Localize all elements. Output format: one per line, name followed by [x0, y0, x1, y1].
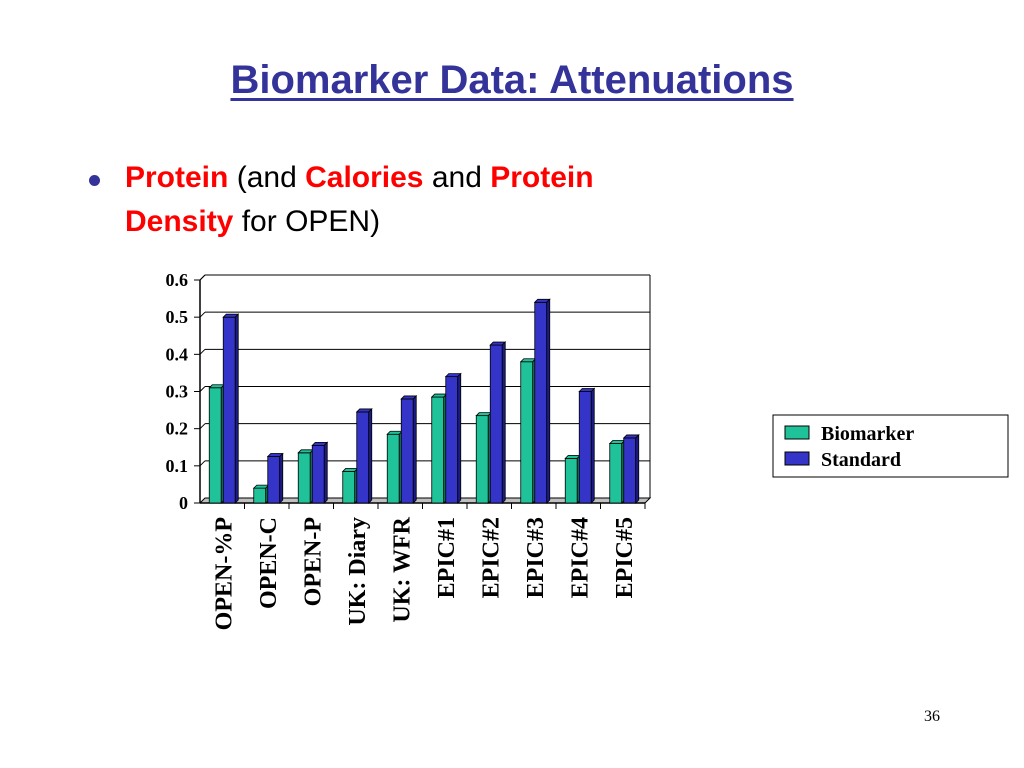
bar-side-standard	[412, 394, 417, 504]
bar-standard	[623, 437, 637, 504]
bar-standard	[400, 398, 414, 504]
bullet-word-protein-2: Protein	[490, 161, 594, 194]
y-tick-label: 0.4	[166, 344, 189, 364]
bar-standard	[222, 316, 236, 504]
x-category-label: OPEN-%P	[211, 517, 237, 630]
bar-standard	[445, 376, 459, 504]
bar-side-standard	[590, 387, 595, 504]
legend-box	[772, 414, 1009, 478]
bar-standard	[267, 456, 281, 504]
bullet-word-and-2: and	[431, 161, 482, 194]
gridline-side	[199, 311, 206, 318]
legend-swatch-standard	[784, 451, 810, 466]
bullet-word-protein: Protein	[125, 161, 229, 194]
bar-side-standard	[234, 313, 239, 504]
bar-biomarker	[609, 443, 623, 504]
y-tick-label: 0.1	[166, 456, 189, 476]
bar-standard	[356, 411, 370, 504]
gridline-side	[199, 386, 206, 392]
x-category-label: EPIC#5	[612, 517, 638, 598]
bullet-word-for-open: for OPEN)	[241, 205, 381, 238]
y-tick-label: 0.5	[166, 307, 189, 327]
page-number: 36	[924, 708, 940, 725]
bar-biomarker	[253, 487, 267, 504]
bar-side-standard	[323, 441, 328, 504]
bar-standard	[489, 344, 503, 504]
legend-label-standard: Standard	[821, 449, 901, 471]
x-category-label: UK: Diary	[345, 517, 371, 626]
bar-biomarker	[520, 361, 534, 504]
gridline-side	[199, 274, 206, 281]
bar-biomarker	[342, 471, 356, 504]
x-category-label: OPEN-P	[300, 517, 326, 606]
y-tick-label: 0	[179, 493, 188, 513]
gridline-side	[199, 348, 206, 355]
x-category-label: UK: WFR	[389, 516, 415, 622]
bar-standard	[311, 444, 325, 504]
legend-swatch-biomarker	[784, 425, 810, 440]
x-category-label: EPIC#3	[523, 517, 549, 598]
bar-biomarker	[475, 415, 489, 504]
bar-biomarker	[208, 387, 222, 504]
bar-biomarker	[431, 396, 445, 504]
bar-side-standard	[501, 341, 506, 504]
bullet-text: Protein (and Calories and Protein Densit…	[125, 156, 805, 244]
bullet-word-and: (and	[236, 161, 297, 194]
y-tick-label: 0.2	[166, 419, 189, 439]
bullet-word-density: Density	[125, 205, 234, 238]
bar-side-standard	[368, 407, 373, 504]
bar-side-standard	[635, 433, 640, 504]
bar-biomarker	[297, 452, 311, 504]
gridline-side	[199, 423, 206, 430]
bullet-dot-icon	[89, 175, 100, 186]
bar-side-standard	[546, 298, 551, 504]
bar-biomarker	[564, 457, 578, 504]
x-category-label: EPIC#2	[478, 517, 504, 598]
x-category-label: OPEN-C	[256, 517, 282, 609]
bar-standard	[578, 391, 592, 504]
gridline-side	[199, 460, 206, 467]
bar-side-standard	[457, 372, 462, 504]
y-tick-label: 0.6	[166, 270, 189, 290]
bullet-word-calories: Calories	[305, 161, 424, 194]
bar-side-standard	[279, 452, 284, 504]
bar-standard	[534, 301, 548, 504]
slide-title: Biomarker Data: Attenuations	[230, 58, 794, 102]
x-category-label: EPIC#1	[434, 517, 460, 598]
x-category-label: EPIC#4	[567, 517, 593, 598]
y-tick-label: 0.3	[166, 382, 189, 402]
legend-label-biomarker: Biomarker	[821, 423, 914, 445]
bar-biomarker	[386, 433, 400, 504]
